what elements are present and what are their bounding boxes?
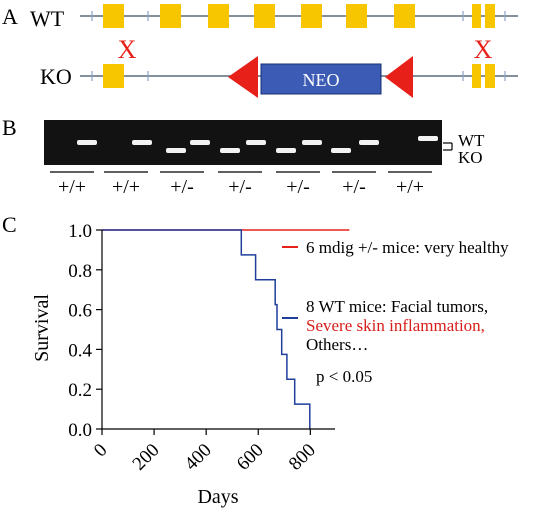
ko-allele-label: KO — [40, 64, 72, 89]
survival-curves — [102, 229, 350, 429]
ko-band-label: KO — [458, 148, 483, 167]
wt-exon-7 — [394, 4, 415, 28]
ko-exon-2 — [472, 64, 481, 88]
wt-allele-label: WT — [30, 6, 65, 31]
wt-exons — [91, 4, 506, 28]
x-tick-label-2: 400 — [181, 440, 216, 475]
wt-exon-9 — [485, 4, 495, 28]
wt-exon-8 — [472, 4, 481, 28]
y-tick-label-4: 0.8 — [68, 261, 92, 282]
x-axis-title: Days — [197, 486, 238, 508]
gel-band-6 — [246, 140, 266, 145]
gel-band-8 — [302, 140, 322, 145]
neo-label: NEO — [303, 70, 340, 90]
gel-band-1 — [77, 140, 97, 145]
genotype-label-7: +/+ — [396, 176, 424, 198]
gel-band-10 — [359, 140, 379, 145]
loxp-triangle-right — [385, 56, 413, 98]
panel-b-label: B — [2, 115, 17, 140]
wt-exon-5 — [301, 4, 322, 28]
x-tick-label-4: 800 — [285, 440, 320, 475]
gel-band-3 — [166, 148, 186, 153]
gel-band-2 — [132, 140, 152, 145]
loxp-triangle-left — [228, 56, 258, 98]
wt-exon-6 — [346, 4, 367, 28]
gel-band-4 — [190, 140, 210, 145]
genotype-label-2: +/+ — [112, 176, 140, 198]
wt-exon-3 — [208, 4, 229, 28]
wt-band-label: WT — [458, 131, 485, 150]
knockout-mark-right: X — [474, 35, 493, 64]
genotype-label-4: +/- — [228, 176, 252, 198]
annotation-wt-line2: Severe skin inflammation, — [306, 316, 485, 335]
genotype-label-6: +/- — [342, 176, 366, 198]
y-tick-label-1: 0.2 — [68, 380, 92, 401]
x-tick-label-3: 600 — [233, 440, 268, 475]
knockout-mark-left: X — [118, 35, 137, 64]
annotation-mdig: 6 mdig +/- mice: very healthy — [306, 238, 509, 257]
y-tick-label-3: 0.6 — [68, 301, 92, 322]
wt-exon-1 — [103, 4, 124, 28]
gel-bands — [77, 136, 438, 153]
wt-exon-2 — [160, 4, 181, 28]
ko-exon-1 — [103, 64, 124, 88]
y-axis-ticks: 0.0 0.2 0.4 0.6 0.8 1.0 — [68, 221, 102, 441]
gel-image — [44, 120, 442, 165]
x-tick-label-1: 200 — [129, 440, 164, 475]
x-tick-label-0: 0 — [90, 440, 112, 462]
genotype-label-1: +/+ — [58, 176, 86, 198]
wt-exon-4 — [254, 4, 275, 28]
panel-c-label: C — [2, 212, 17, 237]
gel-band-5 — [220, 148, 240, 153]
genotype-labels: +/+ +/+ +/- +/- +/- +/- +/+ — [50, 171, 432, 198]
genotype-label-5: +/- — [286, 176, 310, 198]
p-value: p < 0.05 — [316, 367, 372, 386]
annotation-wt-line3: Others… — [306, 335, 368, 354]
gel-band-11 — [418, 136, 438, 141]
gel-band-9 — [331, 148, 351, 153]
annotation-wt-line1: 8 WT mice: Facial tumors, — [306, 297, 488, 316]
y-tick-label-2: 0.4 — [68, 340, 92, 361]
x-axis-ticks: 0 200 400 600 800 — [90, 429, 320, 475]
survival-curve-wt — [102, 229, 311, 429]
y-tick-label-5: 1.0 — [68, 221, 92, 242]
neo-cassette — [260, 63, 382, 95]
ko-exon-3 — [485, 64, 495, 88]
y-axis-title: Survival — [31, 294, 53, 362]
genotype-label-3: +/- — [170, 176, 194, 198]
panel-a-label: A — [2, 4, 18, 29]
ko-exons — [91, 64, 506, 88]
gel-band-7 — [276, 148, 296, 153]
y-tick-label-0: 0.0 — [68, 420, 92, 441]
